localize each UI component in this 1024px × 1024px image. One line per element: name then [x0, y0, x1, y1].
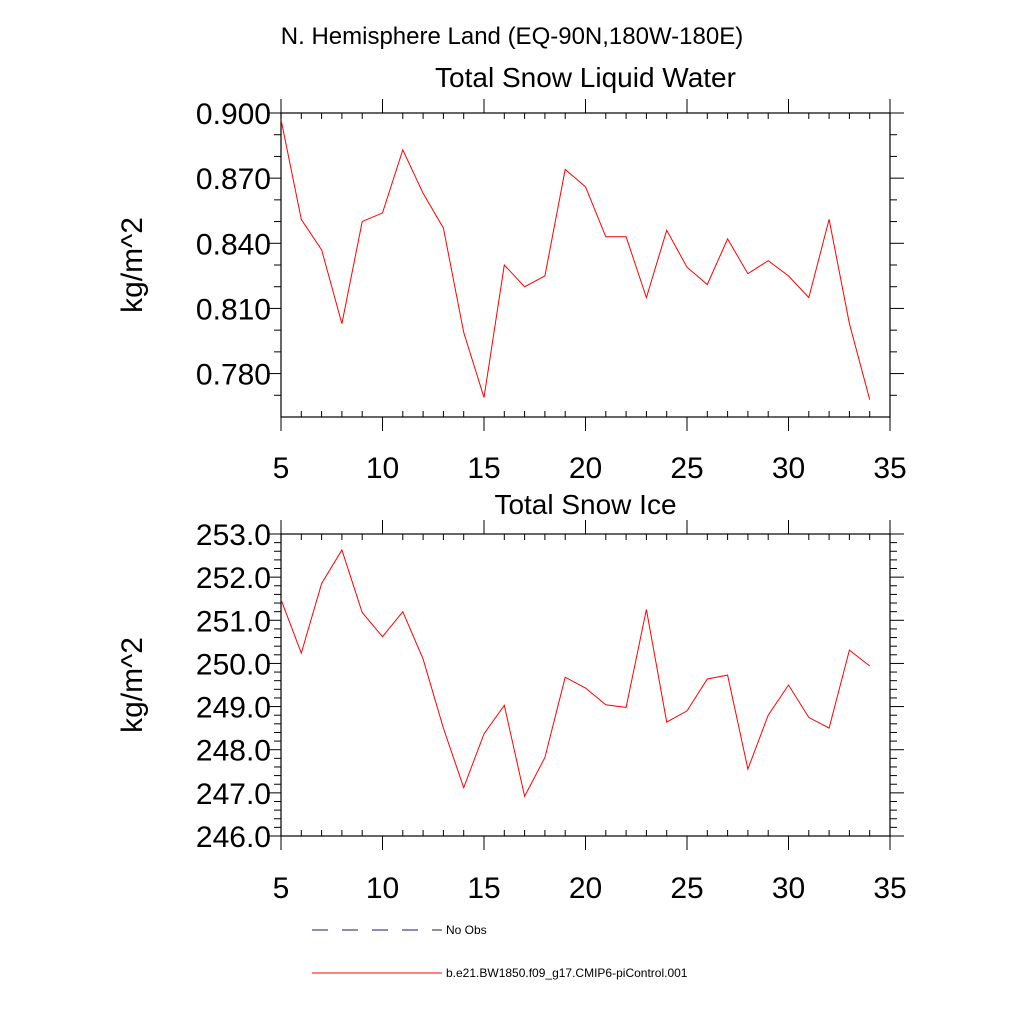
x-tick-label: 20: [569, 872, 602, 905]
y-tick-label: 0.810: [196, 293, 271, 326]
y-tick-label: 0.900: [196, 98, 271, 131]
snow-ice-panel: Total Snow Ice kg/m^2 5 10 15 20 25 30 35 246.0 24…: [116, 489, 907, 905]
y-tick-label: 250.0: [196, 648, 271, 681]
x-tick-label: 25: [670, 872, 703, 905]
x-tick-label: 30: [772, 452, 805, 485]
x-tick-label: 5: [273, 872, 290, 905]
x-tick-label: 30: [772, 872, 805, 905]
y-tick-label: 247.0: [196, 778, 271, 811]
y-tick-label: 251.0: [196, 605, 271, 638]
legend-model-label: b.e21.BW1850.f09_g17.CMIP6-piControl.001: [446, 966, 688, 980]
plot-frame: [280, 112, 891, 418]
x-tick-label: 35: [873, 452, 906, 485]
x-tick-label: 25: [670, 452, 703, 485]
y-tick-label: 253.0: [196, 519, 271, 552]
liquid-water-panel: Total Snow Liquid Water kg/m^2 5 10 15 20 25 30…: [116, 62, 907, 485]
legend: No Obs b.e21.BW1850.f09_g17.CMIP6-piCont…: [312, 923, 688, 980]
chart-title: Total Snow Ice: [494, 489, 676, 520]
y-tick-label: 248.0: [196, 735, 271, 768]
y-axis-label: kg/m^2: [116, 637, 149, 733]
y-tick-label: 0.870: [196, 163, 271, 196]
series-line: [280, 119, 871, 400]
y-tick-label: 0.840: [196, 228, 271, 261]
plot-frame: [280, 533, 891, 837]
y-tick-label: 0.780: [196, 359, 271, 392]
x-tick-label: 20: [569, 452, 602, 485]
page-title: N. Hemisphere Land (EQ-90N,180W-180E): [281, 23, 743, 50]
legend-obs-label: No Obs: [446, 923, 487, 937]
y-tick-label: 249.0: [196, 692, 271, 725]
x-tick-label: 5: [273, 452, 290, 485]
y-tick-label: 246.0: [196, 821, 271, 854]
y-tick-label: 252.0: [196, 562, 271, 595]
x-tick-label: 10: [366, 872, 399, 905]
x-tick-label: 10: [366, 452, 399, 485]
y-axis-label: kg/m^2: [116, 217, 149, 313]
x-tick-label: 15: [467, 452, 500, 485]
series-line: [280, 548, 871, 798]
chart-title: Total Snow Liquid Water: [435, 62, 736, 93]
x-tick-label: 15: [467, 872, 500, 905]
x-tick-label: 35: [873, 872, 906, 905]
